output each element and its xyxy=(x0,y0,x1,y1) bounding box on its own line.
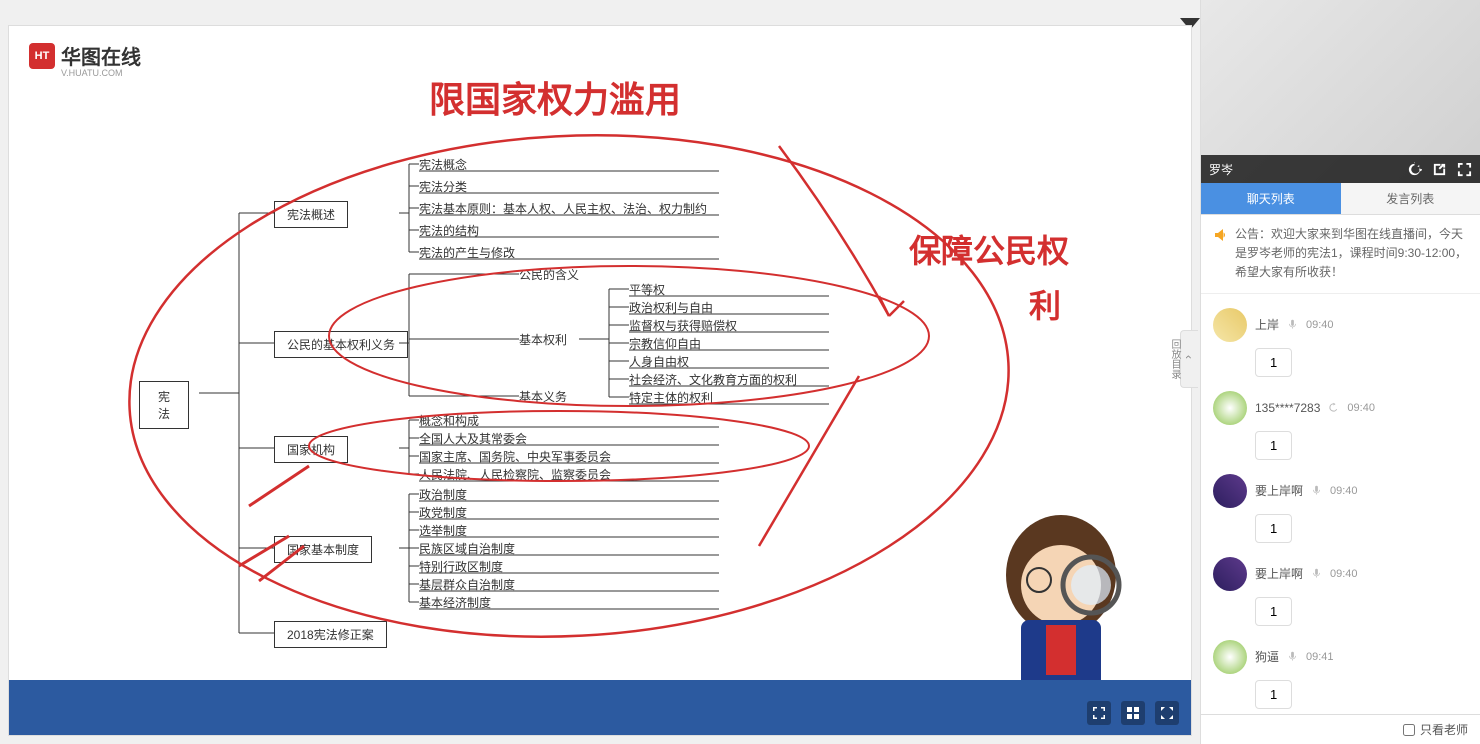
tab-speak[interactable]: 发言列表 xyxy=(1341,183,1480,215)
tree-sublabel: 基本义务 xyxy=(519,388,567,405)
chat-item: 135****7283 09:40 1 xyxy=(1213,391,1468,460)
slide-footer-bar xyxy=(9,680,1191,735)
playback-toc-tab[interactable]: 回放目录 xyxy=(1180,330,1198,388)
notice-banner: 公告：欢迎大家来到华图在线直播间，今天是罗岑老师的宪法1，课程时间9:30-12… xyxy=(1201,215,1480,294)
tree-leaf: 监督权与获得赔偿权 xyxy=(629,317,737,334)
tree-leaf: 社会经济、文化教育方面的权利 xyxy=(629,371,797,388)
avatar[interactable] xyxy=(1213,391,1247,425)
chat-time: 09:40 xyxy=(1330,485,1358,497)
tree-leaf: 政治制度 xyxy=(419,486,467,503)
tree-leaf: 基层群众自治制度 xyxy=(419,576,515,593)
main-area: HT 华图在线 V.HUATU.COM 宪法 宪法概述 宪法概念宪法分类宪法基本原… xyxy=(0,0,1200,744)
avatar[interactable] xyxy=(1213,557,1247,591)
tree-leaf: 宪法基本原则：基本人权、人民主权、法治、权力制约 xyxy=(419,200,707,217)
slide-container: HT 华图在线 V.HUATU.COM 宪法 宪法概述 宪法概念宪法分类宪法基本原… xyxy=(8,25,1192,736)
avatar[interactable] xyxy=(1213,474,1247,508)
fullscreen-button[interactable] xyxy=(1155,701,1179,725)
chat-time: 09:40 xyxy=(1330,568,1358,580)
horn-icon xyxy=(1213,227,1229,243)
slide[interactable]: HT 华图在线 V.HUATU.COM 宪法 宪法概述 宪法概念宪法分类宪法基本原… xyxy=(9,26,1191,735)
avatar[interactable] xyxy=(1213,640,1247,674)
chat-username: 135****7283 xyxy=(1255,401,1320,415)
video-fullscreen-icon[interactable] xyxy=(1457,162,1472,177)
tree-leaf: 政党制度 xyxy=(419,504,467,521)
chat-item: 狗逼 09:41 1 xyxy=(1213,640,1468,709)
logo-text: 华图在线 xyxy=(61,41,141,70)
tree-leaf: 宪法分类 xyxy=(419,178,467,195)
video-bar: 罗岑 xyxy=(1201,155,1480,183)
tree-branch: 2018宪法修正案 xyxy=(274,621,387,648)
chat-time: 09:40 xyxy=(1306,319,1334,331)
chat-list[interactable]: 上岸 09:40 1 135****7283 09:40 1 要上岸啊 09:40 1 要上岸啊 0… xyxy=(1201,294,1480,714)
chat-username: 上岸 xyxy=(1255,316,1279,333)
teacher-only-checkbox[interactable] xyxy=(1403,724,1415,736)
tree-leaf: 特定主体的权利 xyxy=(629,389,713,406)
chat-item: 上岸 09:40 1 xyxy=(1213,308,1468,377)
annotation-top: 限国家权力滥用 xyxy=(429,71,681,123)
popout-icon[interactable] xyxy=(1432,162,1447,177)
logo: HT 华图在线 xyxy=(29,41,141,70)
logo-badge: HT xyxy=(29,43,55,69)
chat-message: 1 xyxy=(1255,431,1292,460)
refresh-icon[interactable] xyxy=(1407,162,1422,177)
tree-leaf: 宪法的产生与修改 xyxy=(419,244,515,261)
tree-branch: 国家基本制度 xyxy=(274,536,372,563)
teacher-video[interactable]: 罗岑 xyxy=(1201,0,1480,183)
chat-username: 要上岸啊 xyxy=(1255,565,1303,582)
annotation-right2: 利 xyxy=(1029,281,1061,327)
tree-branch: 公民的基本权利义务 xyxy=(274,331,408,358)
chat-message: 1 xyxy=(1255,348,1292,377)
tree-branch: 宪法概述 xyxy=(274,201,348,228)
tree-leaf: 民族区域自治制度 xyxy=(419,540,515,557)
tree-leaf: 政治权利与自由 xyxy=(629,299,713,316)
tree-leaf: 平等权 xyxy=(629,281,665,298)
chat-message: 1 xyxy=(1255,514,1292,543)
tree-leaf: 人身自由权 xyxy=(629,353,689,370)
teacher-only-label[interactable]: 只看老师 xyxy=(1420,721,1468,738)
bottom-bar: 只看老师 xyxy=(1201,714,1480,744)
tree-leaf: 国家主席、国务院、中央军事委员会 xyxy=(419,448,611,465)
chat-tabs: 聊天列表 发言列表 xyxy=(1201,183,1480,215)
avatar[interactable] xyxy=(1213,308,1247,342)
notice-text: 公告：欢迎大家来到华图在线直播间，今天是罗岑老师的宪法1，课程时间9:30-12… xyxy=(1235,225,1468,283)
grid-button[interactable] xyxy=(1121,701,1145,725)
tree-branch: 国家机构 xyxy=(274,436,348,463)
annotation-right1: 保障公民权 xyxy=(909,226,1069,272)
chat-message: 1 xyxy=(1255,680,1292,709)
app-container: HT 华图在线 V.HUATU.COM 宪法 宪法概述 宪法概念宪法分类宪法基本原… xyxy=(0,0,1480,744)
tree-leaf: 概念和构成 xyxy=(419,412,479,429)
chat-username: 要上岸啊 xyxy=(1255,482,1303,499)
tree-leaf: 基本经济制度 xyxy=(419,594,491,611)
chat-time: 09:41 xyxy=(1306,651,1334,663)
tree-leaf: 宪法的结构 xyxy=(419,222,479,239)
expand-button[interactable] xyxy=(1087,701,1111,725)
tree-leaf: 宗教信仰自由 xyxy=(629,335,701,352)
tree-leaf: 宪法概念 xyxy=(419,156,467,173)
sidebar: 罗岑 聊天列表 发言列表 公告：欢迎大家来到华图在线直播间，今天是罗岑老师的宪法… xyxy=(1200,0,1480,744)
tree-sublabel: 公民的含义 xyxy=(519,266,579,283)
tab-chat[interactable]: 聊天列表 xyxy=(1201,183,1341,215)
player-controls xyxy=(1087,701,1179,725)
logo-subtitle: V.HUATU.COM xyxy=(61,68,123,78)
tree-leaf: 特别行政区制度 xyxy=(419,558,503,575)
chat-item: 要上岸啊 09:40 1 xyxy=(1213,474,1468,543)
chat-time: 09:40 xyxy=(1347,402,1375,414)
teacher-name: 罗岑 xyxy=(1209,161,1233,178)
chat-message: 1 xyxy=(1255,597,1292,626)
tree-leaf: 人民法院、人民检察院、监察委员会 xyxy=(419,466,611,483)
tree-leaf: 选举制度 xyxy=(419,522,467,539)
tree-sublabel: 基本权利 xyxy=(519,331,567,348)
chat-username: 狗逼 xyxy=(1255,648,1279,665)
chat-item: 要上岸啊 09:40 1 xyxy=(1213,557,1468,626)
tree-leaf: 全国人大及其常委会 xyxy=(419,430,527,447)
tree-root: 宪法 xyxy=(139,381,189,429)
